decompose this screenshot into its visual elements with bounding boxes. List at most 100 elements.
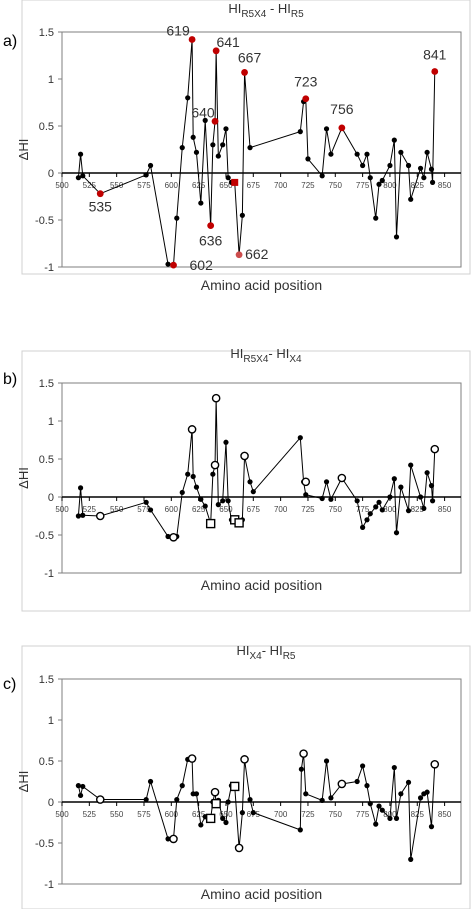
data-point [297, 827, 303, 833]
plot-area [61, 382, 462, 574]
data-point [223, 819, 229, 826]
data-point [220, 498, 226, 504]
x-tick-label: 750 [329, 810, 343, 819]
data-point [174, 796, 180, 803]
data-point [220, 815, 226, 822]
data-point [408, 856, 414, 863]
data-point [391, 476, 397, 482]
x-tick-label: 675 [247, 505, 261, 514]
data-point [354, 151, 360, 157]
x-tick-label: 700 [274, 505, 288, 514]
y-tick-label: 0.5 [39, 756, 54, 768]
data-point [319, 173, 325, 179]
data-point [179, 145, 185, 151]
x-tick-label: 800 [383, 505, 397, 514]
y-tick-label: 1 [48, 74, 54, 86]
open-circle-point [210, 460, 220, 470]
y-tick-label: 0 [48, 492, 54, 504]
y-tick-label: 1.5 [39, 674, 54, 686]
point-label: 619 [166, 23, 190, 39]
data-point [303, 492, 309, 498]
data-point [417, 165, 424, 171]
highlighted-point [212, 47, 220, 55]
data-point [250, 489, 256, 495]
data-point [393, 530, 400, 536]
point-label: 636 [199, 233, 223, 249]
data-point [376, 803, 382, 809]
x-tick-label: 650 [219, 505, 233, 514]
y-axis-label: ΔHI [16, 771, 31, 793]
data-point [328, 496, 334, 502]
x-tick-label: 525 [83, 810, 97, 819]
data-point [367, 801, 373, 807]
x-tick-label: 725 [301, 810, 315, 819]
point-label: 640 [191, 104, 215, 120]
data-point [190, 473, 196, 480]
x-tick-label: 700 [274, 810, 288, 819]
data-point [174, 215, 180, 221]
data-point [147, 162, 154, 169]
data-point [198, 822, 204, 828]
y-tick-label: -1 [44, 568, 54, 580]
point-label: 723 [294, 74, 318, 90]
x-axis-label: Amino acid position [201, 277, 322, 293]
open-circle-point [337, 779, 347, 789]
data-point [185, 95, 191, 101]
highlighted-point [231, 178, 239, 186]
x-tick-label: 775 [356, 810, 370, 819]
open-circle-point [211, 393, 221, 403]
y-tick-label: 0 [48, 797, 54, 809]
point-label: 756 [330, 101, 354, 117]
data-point [398, 791, 404, 797]
data-point [360, 162, 366, 169]
data-point [323, 126, 330, 132]
data-point [210, 142, 216, 148]
series-line [77, 398, 436, 538]
x-axis-label: Amino acid position [201, 577, 322, 593]
x-tick-label: 650 [219, 181, 233, 190]
data-point [424, 470, 430, 476]
data-point [319, 495, 325, 502]
data-point [77, 485, 84, 491]
highlighted-point [170, 261, 177, 269]
data-point [428, 166, 435, 172]
data-point [303, 791, 309, 797]
x-tick-label: 750 [329, 505, 343, 514]
x-tick-label: 550 [110, 181, 124, 190]
highlighted-point [302, 95, 310, 103]
x-tick-label: 825 [411, 181, 425, 190]
data-point [319, 797, 325, 803]
data-point [239, 212, 245, 218]
data-point [193, 791, 200, 797]
y-tick-label: 1 [48, 715, 54, 727]
data-point [198, 496, 204, 502]
data-point [179, 489, 185, 496]
chart-panel-b: HIR5X4- HIX4 b) -1 -0.5 0 0.5 1 1.5 500 525 550 575… [3, 346, 471, 612]
open-circle-point [240, 755, 249, 764]
data-point [223, 126, 229, 132]
point-label: 662 [245, 246, 269, 262]
data-point [421, 505, 427, 511]
highlighted-point [96, 190, 104, 198]
y-tick-label: 0.5 [39, 454, 54, 466]
data-point [376, 181, 382, 187]
open-circle-point [169, 834, 178, 844]
data-point [147, 507, 154, 513]
series-line [77, 39, 436, 266]
x-tick-label: 500 [55, 810, 69, 819]
data-point [147, 778, 154, 785]
chart-title: HIR5X4 - HIR5 [228, 1, 304, 20]
data-point [328, 151, 334, 157]
open-square-point [234, 518, 244, 528]
x-tick-label: 725 [301, 505, 315, 514]
data-point [143, 499, 149, 505]
data-point [417, 795, 424, 801]
data-point [165, 261, 171, 267]
data-point [379, 807, 385, 813]
data-point [408, 462, 414, 468]
open-circle-point [187, 425, 197, 434]
x-tick-label: 575 [137, 810, 151, 819]
data-point [393, 815, 400, 822]
point-label: 667 [238, 49, 262, 65]
open-circle-point [234, 843, 244, 853]
